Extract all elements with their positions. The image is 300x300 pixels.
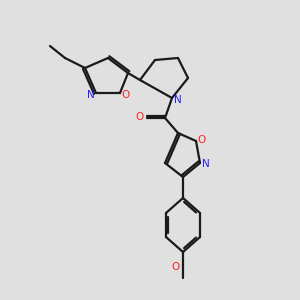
Text: O: O bbox=[122, 90, 130, 100]
Text: O: O bbox=[198, 135, 206, 145]
Text: N: N bbox=[174, 95, 182, 105]
Text: O: O bbox=[136, 112, 144, 122]
Text: N: N bbox=[202, 159, 210, 169]
Text: N: N bbox=[87, 90, 95, 100]
Text: O: O bbox=[172, 262, 180, 272]
